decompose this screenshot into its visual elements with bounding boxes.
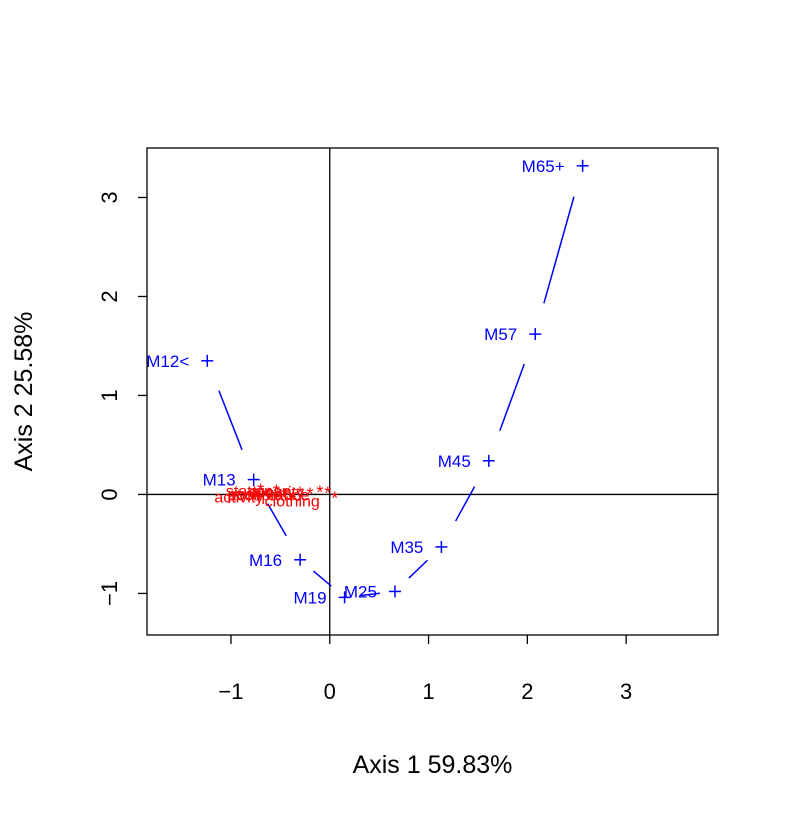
series-point-star: * xyxy=(282,485,289,505)
series-point-label: M13 xyxy=(203,471,236,490)
series-point-star: * xyxy=(297,483,304,503)
series-point-star: * xyxy=(316,482,323,502)
series-point-label: positive xyxy=(228,486,282,503)
series-point-label: security xyxy=(249,484,304,501)
series-point-star: * xyxy=(257,480,264,500)
series-line-segment xyxy=(543,196,575,304)
axes: −1 0 1 2 3 −1 0 1 2 3 xyxy=(97,147,719,704)
plot-marks: *activity*positive*stationary*acceptance… xyxy=(146,157,589,607)
series-point-label: stationary xyxy=(226,483,295,500)
series-line-segment xyxy=(454,486,476,522)
series-point-label: M45 xyxy=(438,452,471,471)
series-point-label: M57 xyxy=(484,325,517,344)
series-line-segment xyxy=(359,592,380,597)
series-point-label: acceptance xyxy=(228,487,310,504)
series-point-star: * xyxy=(324,483,331,503)
series-point-star: * xyxy=(289,490,296,510)
series-point-label: M16 xyxy=(249,551,282,570)
series-point-label: M12< xyxy=(146,352,189,371)
y-tick-label: −1 xyxy=(97,581,122,606)
series-point-label: M19 xyxy=(293,588,326,607)
series-point-star: * xyxy=(331,488,338,508)
series-line-segment xyxy=(312,570,332,587)
y-tick-label: 3 xyxy=(97,191,122,203)
y-tick-label: 0 xyxy=(97,488,122,500)
x-tick-label: −1 xyxy=(218,679,243,704)
series-line-segment xyxy=(218,390,243,451)
series-point-label: clothing xyxy=(265,493,320,510)
plot-area: *activity*positive*stationary*acceptance… xyxy=(146,148,718,635)
y-tick-label: 1 xyxy=(97,389,122,401)
series-point-star: * xyxy=(306,484,313,504)
series-line-segment xyxy=(408,559,428,579)
series-point-star: * xyxy=(235,486,242,506)
x-tick-label: 3 xyxy=(620,679,632,704)
series-point-star: * xyxy=(265,484,272,504)
series-line-segment xyxy=(499,363,525,432)
series-point-star: * xyxy=(251,483,258,503)
x-tick-label: 1 xyxy=(422,679,434,704)
series-point-label: M25 xyxy=(344,582,377,601)
x-axis-title: Axis 1 59.83% xyxy=(353,751,513,779)
series-point-label: M65+ xyxy=(522,157,565,176)
plot-frame xyxy=(146,147,719,636)
y-axis-title: Axis 2 25.58% xyxy=(10,312,38,472)
x-tick-label: 0 xyxy=(324,679,336,704)
x-tick-label: 2 xyxy=(521,679,533,704)
series-point-label: activity xyxy=(214,489,263,506)
series-point-label: M35 xyxy=(390,538,423,557)
series-line-segment xyxy=(266,503,287,537)
series-point-star: * xyxy=(273,481,280,501)
y-tick-label: 2 xyxy=(97,290,122,302)
